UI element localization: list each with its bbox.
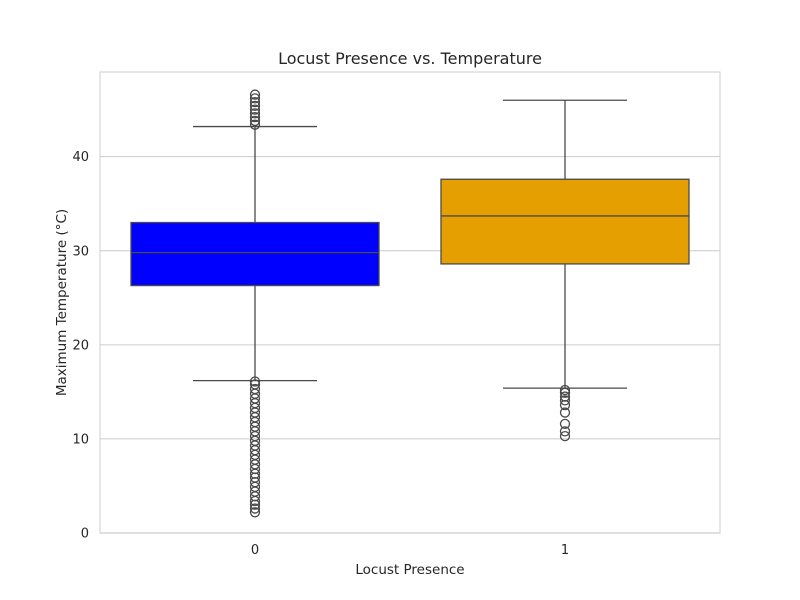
axes: 0 10 20 30 40 0 1	[72, 150, 720, 558]
outlier-point	[249, 96, 261, 108]
y-tick-label: 20	[72, 338, 89, 353]
outlier-point	[249, 507, 261, 518]
outlier-point	[249, 112, 261, 123]
outlier-point	[249, 108, 261, 119]
y-tick-label: 10	[72, 432, 89, 447]
x-tick-label: 1	[561, 543, 569, 558]
x-tick-label: 0	[251, 543, 259, 558]
y-tick-label: 40	[72, 150, 89, 165]
outlier-point	[559, 430, 571, 442]
iqr-box	[130, 221, 380, 287]
outlier-point	[249, 115, 261, 127]
outlier-point	[559, 391, 571, 402]
outlier-point	[559, 387, 571, 398]
outlier-point	[249, 379, 261, 390]
chart-title: Locust Presence vs. Temperature	[278, 49, 542, 68]
outlier-point	[559, 426, 571, 437]
boxes	[130, 89, 690, 518]
iqr-box	[440, 178, 690, 265]
outlier-point	[249, 104, 261, 115]
outlier-point	[559, 395, 571, 406]
outlier-point	[249, 100, 261, 112]
outlier-point	[559, 418, 571, 430]
outlier-point	[249, 376, 261, 387]
y-tick-label: 0	[81, 527, 89, 542]
y-tick-label: 30	[72, 244, 89, 259]
outlier-point	[559, 407, 571, 418]
outlier-point	[559, 384, 571, 396]
box-group-0	[130, 89, 380, 518]
outlier-point	[249, 383, 261, 395]
y-axis-title: Maximum Temperature (°C)	[54, 209, 70, 396]
box-group-1	[440, 99, 690, 442]
outlier-point	[249, 503, 261, 514]
outlier-point	[249, 119, 261, 130]
x-axis-title: Locust Presence	[355, 562, 464, 578]
plot-area	[99, 71, 721, 534]
outlier-point	[249, 93, 261, 104]
outlier-point	[249, 89, 261, 100]
